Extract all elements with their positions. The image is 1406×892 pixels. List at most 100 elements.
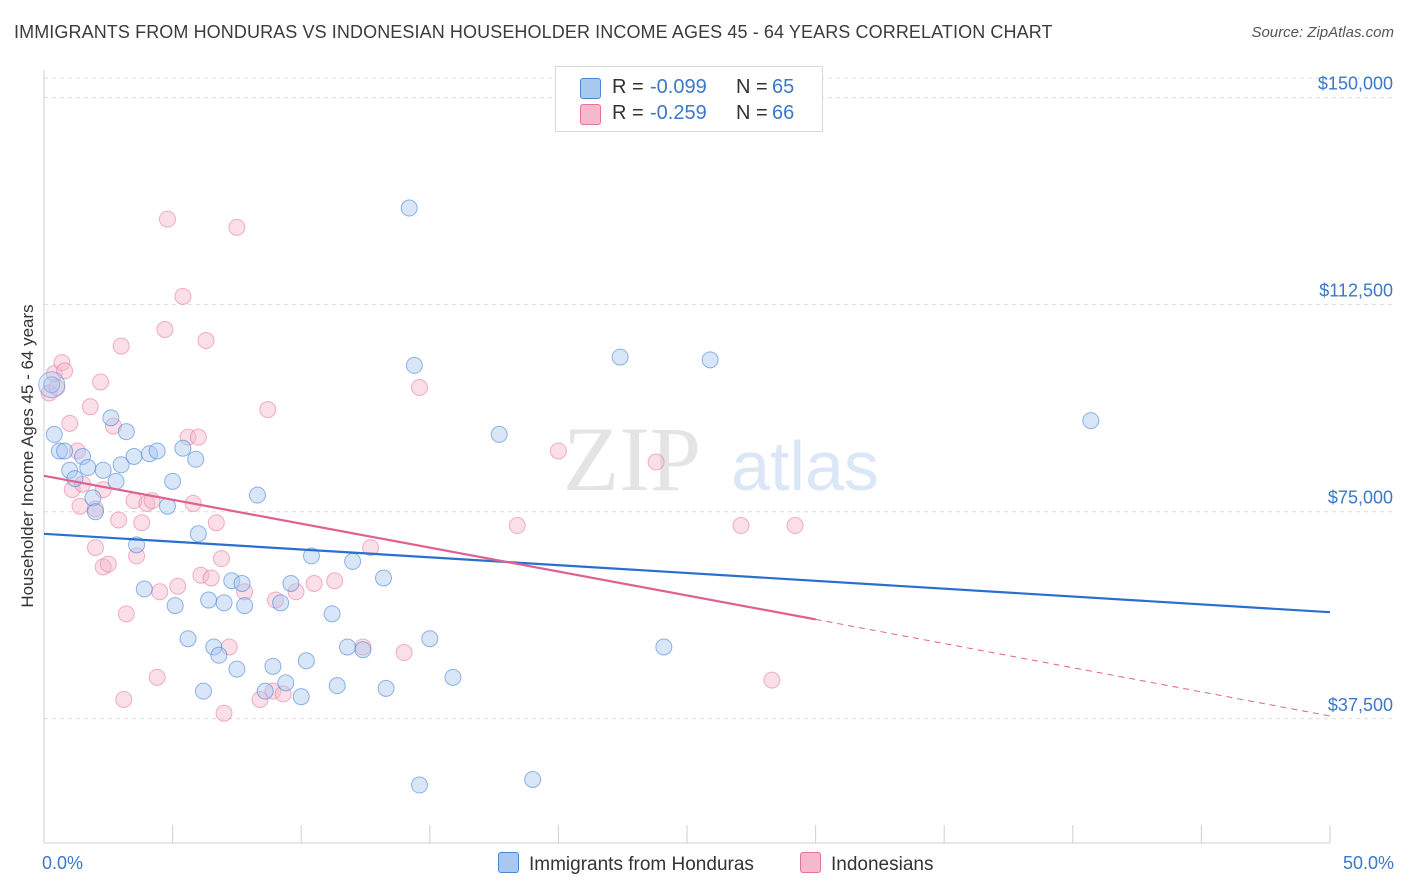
grid — [44, 77, 1395, 720]
bottom-legend-swatch-pink — [800, 852, 821, 873]
data-point-honduras — [128, 536, 146, 554]
legend-r-value: -0.259 — [650, 102, 707, 124]
axes — [43, 70, 1331, 844]
trend-line-honduras — [43, 532, 1331, 614]
data-point-honduras — [377, 679, 395, 697]
data-point-honduras — [166, 597, 184, 615]
data-point-indonesians — [259, 401, 277, 419]
data-point-honduras — [107, 472, 125, 490]
data-point-honduras — [323, 605, 341, 623]
data-point-indonesians — [508, 517, 526, 535]
data-point-honduras — [135, 580, 153, 598]
data-point-honduras — [282, 574, 300, 592]
legend-r-label: R = — [612, 76, 644, 98]
data-point-indonesians — [266, 591, 284, 609]
data-point-indonesians — [251, 690, 269, 708]
data-point-indonesians — [61, 414, 79, 432]
series-indonesians — [40, 210, 804, 722]
data-point-honduras — [233, 574, 251, 592]
data-point-honduras — [215, 594, 233, 612]
y-tick-label: $150,000 — [1318, 74, 1393, 94]
data-point-honduras — [200, 591, 218, 609]
data-point-honduras — [94, 461, 112, 479]
data-point-honduras — [102, 409, 120, 427]
data-point-indonesians — [192, 566, 210, 584]
data-point-honduras — [297, 652, 315, 670]
data-point-indonesians — [212, 550, 230, 568]
data-point-honduras — [256, 682, 274, 700]
data-point-indonesians — [179, 428, 197, 446]
data-point-honduras — [66, 470, 84, 488]
data-point-honduras — [125, 448, 143, 465]
data-point-honduras — [611, 348, 629, 366]
data-point-honduras — [354, 641, 372, 659]
legend-n-label: N = — [736, 102, 768, 124]
data-point-honduras-cluster — [38, 371, 66, 399]
data-point-honduras — [74, 448, 92, 465]
data-point-honduras — [328, 677, 346, 695]
data-point-indonesians — [94, 558, 112, 576]
data-point-indonesians — [133, 514, 151, 532]
x-tick-label: 50.0% — [1343, 853, 1394, 873]
data-point-honduras — [236, 597, 254, 615]
data-point-honduras — [187, 450, 205, 468]
data-point-indonesians — [197, 332, 215, 350]
y-tick-label: $112,500 — [1319, 281, 1393, 301]
data-point-honduras — [112, 456, 130, 474]
data-point-indonesians — [395, 644, 413, 662]
data-point-honduras — [50, 442, 68, 460]
data-point-indonesians — [207, 514, 225, 532]
data-point-honduras — [84, 489, 102, 507]
data-point-indonesians — [110, 511, 128, 529]
data-point-indonesians — [174, 287, 192, 305]
data-point-honduras — [210, 646, 228, 664]
data-point-indonesians — [215, 704, 233, 722]
data-point-honduras — [421, 630, 439, 648]
y-tick-label: $75,000 — [1328, 488, 1393, 508]
legend-swatch-pink — [580, 104, 601, 125]
data-point-indonesians — [158, 210, 176, 228]
data-point-indonesians — [151, 583, 169, 601]
data-point-honduras — [1082, 412, 1100, 430]
data-point-honduras — [86, 503, 104, 521]
data-point-honduras — [490, 425, 508, 443]
bottom-legend-label: Immigrants from Honduras — [529, 854, 754, 875]
legend-n-label: N = — [736, 76, 768, 98]
data-point-indonesians — [148, 668, 166, 686]
trend-line-indonesians — [43, 474, 816, 621]
data-point-indonesians — [647, 453, 665, 471]
data-point-honduras — [179, 630, 197, 648]
data-point-honduras — [302, 547, 320, 565]
data-point-honduras — [189, 525, 207, 543]
chart-title: IMMIGRANTS FROM HONDURAS VS INDONESIAN H… — [14, 22, 1053, 42]
data-point-honduras — [228, 660, 246, 678]
data-point-indonesians — [112, 337, 130, 355]
data-point-honduras — [56, 442, 74, 460]
data-point-indonesians — [362, 539, 380, 557]
data-point-honduras — [194, 682, 212, 700]
data-point-indonesians — [549, 442, 567, 460]
y-tick-label: $37,500 — [1328, 695, 1393, 715]
data-point-honduras — [292, 688, 310, 706]
tick-labels: $37,500 $75,000 $112,500 $150,000 0.0% 50.0% — [42, 74, 1394, 873]
data-point-honduras — [411, 776, 429, 794]
data-point-honduras — [43, 376, 61, 394]
data-point-honduras — [223, 572, 241, 590]
x-tick-label: 0.0% — [42, 853, 83, 873]
data-point-indonesians — [202, 569, 220, 587]
data-point-honduras — [61, 461, 79, 479]
data-point-honduras — [248, 486, 266, 504]
series-honduras — [38, 199, 1100, 794]
data-point-indonesians — [86, 539, 104, 557]
data-point-indonesians — [156, 321, 174, 339]
data-point-indonesians — [274, 685, 292, 703]
bottom-legend-label: Indonesians — [831, 854, 934, 875]
data-point-indonesians — [326, 572, 344, 590]
data-point-indonesians — [305, 574, 323, 592]
data-point-indonesians — [99, 555, 117, 573]
legend-n-value: 65 — [772, 76, 795, 98]
data-point-honduras — [117, 423, 135, 441]
trend-line-indonesians-extrapolated — [815, 618, 1331, 717]
data-point-honduras — [701, 351, 719, 369]
data-point-honduras — [174, 439, 192, 457]
